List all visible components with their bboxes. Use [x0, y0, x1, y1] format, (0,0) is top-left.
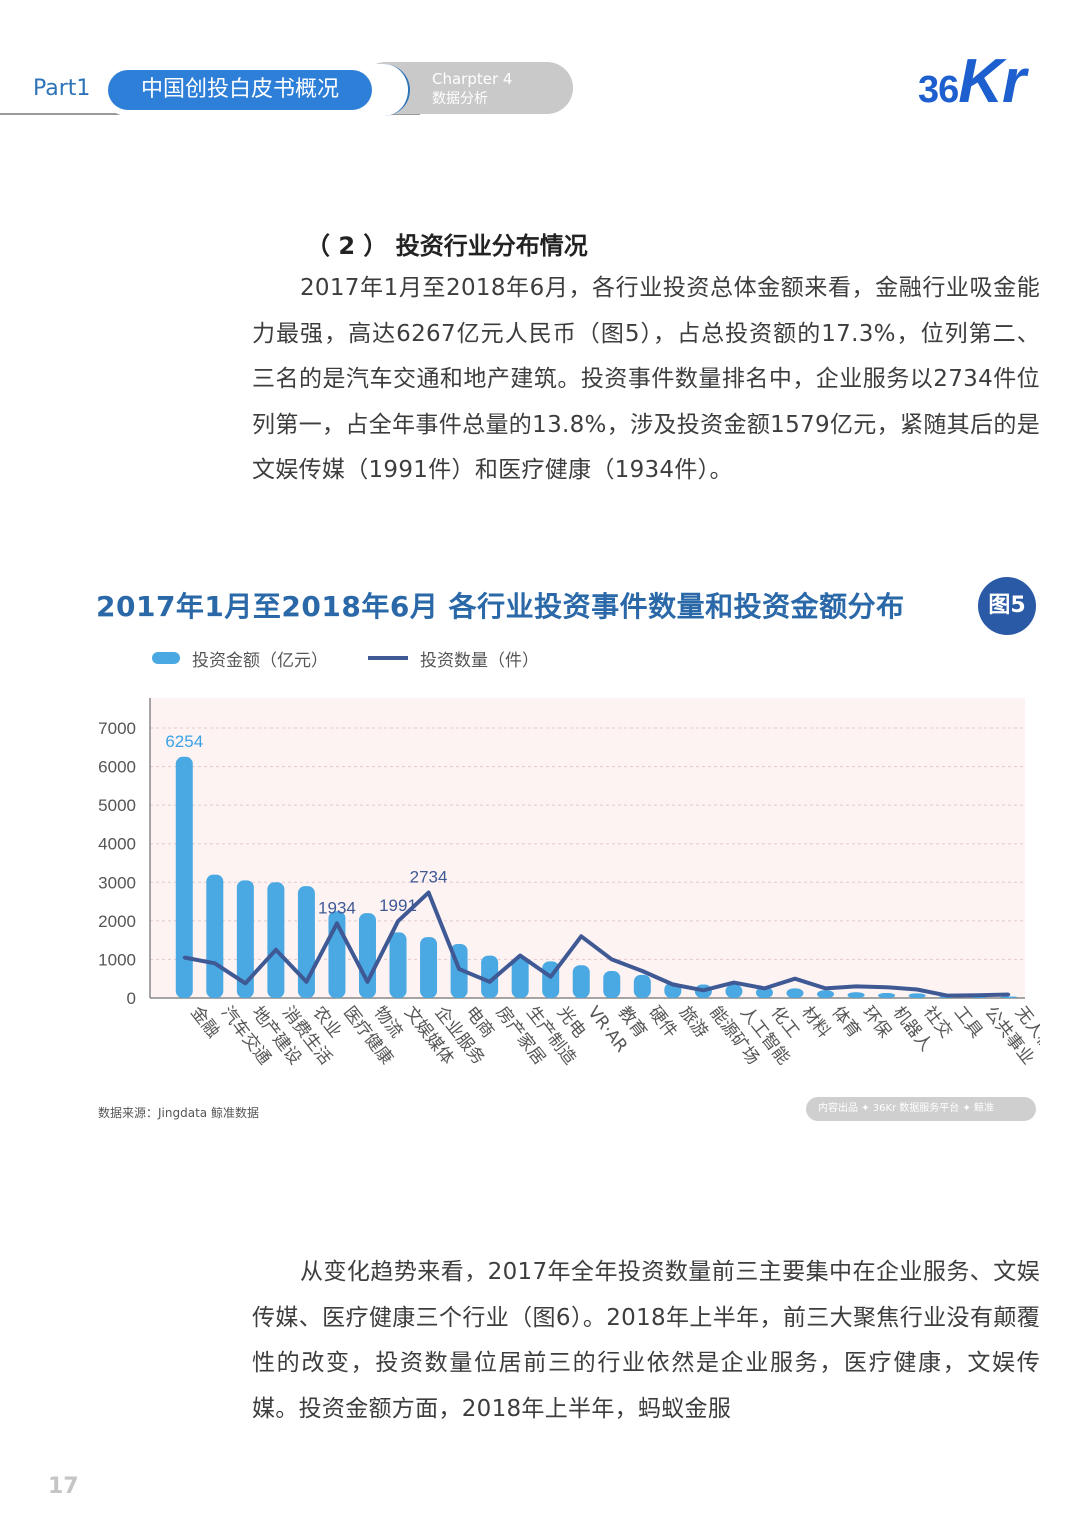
- count-point-26: [976, 993, 980, 997]
- bar-11: [511, 957, 529, 998]
- y-tick-label: 7000: [98, 719, 136, 738]
- x-tick-label: 材料: [797, 1003, 834, 1042]
- bar-15: [633, 974, 651, 998]
- data-label-2: 1991: [379, 896, 417, 915]
- x-tick-label: 金融: [186, 1003, 223, 1042]
- count-point-6: [365, 980, 369, 984]
- count-point-11: [518, 954, 522, 958]
- bar-3: [267, 882, 285, 998]
- bar-13: [572, 965, 590, 998]
- bar-7: [389, 932, 407, 998]
- count-point-27: [1007, 993, 1011, 997]
- count-point-25: [946, 994, 950, 998]
- plot-background: [150, 698, 1025, 998]
- chart-title: 2017年1月至2018年6月 各行业投资事件数量和投资金额分布: [96, 590, 905, 623]
- bar-24: [908, 993, 926, 998]
- body-paragraph-1: 2017年1月至2018年6月，各行业投资总体金额来看，金融行业吸金能力最强，高…: [252, 275, 1040, 483]
- count-line: [183, 890, 1009, 998]
- y-tick-label: 4000: [98, 835, 136, 854]
- count-point-18: [732, 981, 736, 985]
- x-tick-label: 工具: [950, 1003, 987, 1042]
- count-point-10: [488, 980, 492, 984]
- count-point-5: [335, 921, 339, 925]
- bar-27: [1000, 996, 1018, 998]
- legend-label-count: 投资数量（件）: [420, 651, 539, 671]
- legend-bar-swatch: [152, 652, 180, 664]
- bar-10: [481, 955, 499, 998]
- count-point-9: [457, 967, 461, 971]
- count-point-20: [793, 977, 797, 981]
- section-title-pill: 中国创投白皮书概况: [108, 70, 372, 110]
- bar-20: [786, 988, 804, 998]
- count-point-3: [274, 948, 278, 952]
- legend-label-amount: 投资金额（亿元）: [192, 651, 328, 671]
- y-tick-label: 2000: [98, 912, 136, 931]
- count-point-12: [549, 975, 553, 979]
- count-point-1: [213, 961, 217, 965]
- count-point-23: [885, 985, 889, 989]
- figure-badge: 图5: [978, 577, 1036, 635]
- x-tick-label: 硬件: [644, 1003, 681, 1042]
- count-point-21: [824, 986, 828, 990]
- part-label: Part1: [33, 76, 91, 101]
- bar-2: [236, 880, 254, 998]
- legend-line-swatch: [368, 656, 408, 660]
- count-point-13: [579, 934, 583, 938]
- count-point-19: [762, 986, 766, 990]
- chapter-number: Charpter 4: [432, 70, 513, 88]
- y-tick-label: 5000: [98, 796, 136, 815]
- section-heading: （ 2 ） 投资行业分布情况: [306, 232, 588, 260]
- chapter-label: Charpter 4 数据分析: [432, 69, 512, 109]
- data-label-3: 2734: [410, 868, 448, 887]
- count-point-15: [640, 969, 644, 973]
- count-point-2: [243, 981, 247, 985]
- count-point-7: [396, 919, 400, 923]
- count-point-4: [304, 980, 308, 984]
- data-source: 数据来源：Jingdata 鲸准数据: [98, 1106, 259, 1120]
- bar-6: [358, 913, 376, 998]
- bar-1: [206, 874, 224, 998]
- count-point-0: [182, 956, 186, 959]
- bar-22: [847, 992, 865, 998]
- page-number: 17: [48, 1474, 79, 1499]
- y-tick-label: 0: [127, 989, 136, 1008]
- x-tick-label: 环保: [858, 1003, 895, 1042]
- logo-letters: Kr: [958, 47, 1026, 116]
- count-point-24: [915, 988, 919, 992]
- data-label-0: 6254: [165, 732, 203, 751]
- x-tick-label: 旅游: [675, 1003, 712, 1042]
- y-tick-label: 3000: [98, 873, 136, 892]
- count-point-16: [671, 983, 675, 986]
- y-tick-label: 1000: [98, 950, 136, 969]
- bar-19: [755, 987, 773, 998]
- x-tick-label: 体育: [828, 1003, 865, 1042]
- count-point-17: [701, 988, 705, 992]
- bar-14: [603, 971, 621, 998]
- footer-credit-badge: 内容出品 ✦ 36Kr 数据服务平台 ✦ 鲸准: [806, 1097, 1036, 1121]
- bar-0: [175, 756, 193, 998]
- data-label-1: 1934: [318, 898, 356, 917]
- count-point-14: [610, 957, 614, 961]
- chapter-title: 数据分析: [432, 91, 488, 107]
- bar-23: [878, 992, 896, 998]
- logo-number: 36: [918, 69, 959, 111]
- chart-plot: 0 1000 2000 3000 4000 5000 6000 7000 6254 1934 199…: [98, 698, 1040, 1069]
- body-paragraph-2: 从变化趋势来看，2017年全年投资数量前三主要集中在企业服务、文娱传媒、医疗健康…: [252, 1259, 1040, 1422]
- bar-18: [725, 984, 743, 998]
- page-header: Part1 Charpter 4 数据分析 中国创投白皮书概况 36Kr: [0, 0, 1080, 130]
- brand-logo: 36Kr: [918, 46, 1026, 117]
- bar-8: [420, 937, 438, 998]
- count-point-8: [427, 891, 431, 895]
- count-point-22: [854, 984, 858, 988]
- bar-21: [817, 990, 835, 998]
- y-tick-label: 6000: [98, 758, 136, 777]
